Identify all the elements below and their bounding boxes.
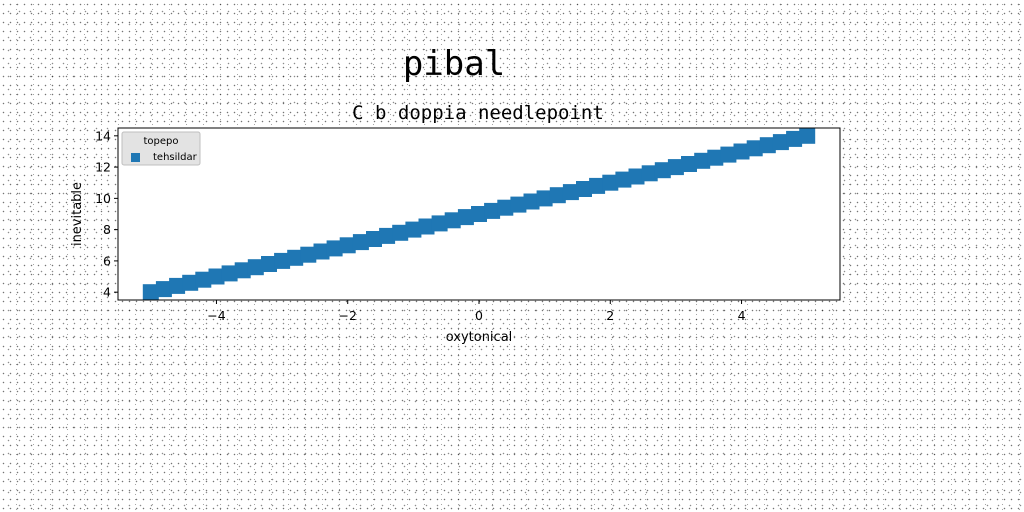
y-tick-label: 10 bbox=[95, 191, 111, 206]
chart-title: C b doppia needlepoint bbox=[352, 102, 604, 124]
x-axis-label: oxytonical bbox=[446, 330, 513, 345]
data-point bbox=[733, 143, 750, 160]
data-point bbox=[457, 209, 474, 226]
data-point bbox=[339, 237, 356, 254]
data-point bbox=[497, 199, 514, 216]
data-point bbox=[759, 137, 776, 154]
data-point bbox=[523, 193, 540, 210]
data-point bbox=[799, 127, 816, 144]
data-point bbox=[786, 130, 803, 147]
data-point bbox=[444, 212, 461, 229]
data-point bbox=[405, 221, 422, 238]
data-point bbox=[392, 224, 409, 241]
data-point bbox=[352, 234, 369, 251]
data-point bbox=[182, 274, 199, 291]
data-point bbox=[628, 168, 645, 185]
data-point bbox=[720, 146, 737, 163]
data-point bbox=[746, 140, 763, 157]
data-point bbox=[247, 259, 264, 276]
y-tick-label: 8 bbox=[103, 222, 111, 237]
data-point bbox=[366, 231, 382, 247]
data-point bbox=[287, 249, 304, 266]
data-point bbox=[536, 190, 553, 207]
data-point bbox=[510, 196, 527, 213]
data-point bbox=[772, 134, 789, 151]
x-tick-label: 4 bbox=[738, 308, 746, 323]
data-point bbox=[707, 149, 724, 166]
x-tick-label: 0 bbox=[475, 308, 483, 323]
y-tick-label: 14 bbox=[95, 128, 111, 143]
legend-label-tehsildar: tehsildar bbox=[153, 152, 198, 163]
y-axis-ticks: 4 6 8 10 12 14 bbox=[95, 128, 118, 300]
x-tick-label: 2 bbox=[606, 308, 614, 323]
data-point bbox=[300, 246, 317, 263]
data-point bbox=[221, 265, 238, 282]
data-point bbox=[576, 181, 592, 197]
data-point bbox=[234, 262, 251, 279]
data-point bbox=[589, 177, 606, 194]
data-point bbox=[155, 281, 172, 298]
y-tick-label: 4 bbox=[103, 285, 111, 300]
data-point bbox=[169, 277, 186, 294]
y-axis-label: inevitable bbox=[70, 182, 85, 246]
data-point bbox=[313, 243, 330, 260]
data-point bbox=[667, 159, 684, 176]
y-tick-label: 12 bbox=[95, 160, 111, 175]
data-point bbox=[261, 256, 277, 272]
x-axis-ticks: −4 −2 0 2 4 bbox=[207, 300, 746, 323]
x-tick-label: −4 bbox=[207, 308, 225, 323]
data-point bbox=[142, 284, 159, 301]
legend-box bbox=[121, 131, 201, 166]
data-point bbox=[654, 162, 671, 179]
data-point bbox=[274, 252, 291, 269]
data-point bbox=[615, 171, 632, 188]
data-points bbox=[142, 127, 816, 301]
data-point bbox=[431, 215, 448, 232]
data-point bbox=[694, 152, 711, 169]
data-point bbox=[379, 227, 396, 244]
data-point bbox=[471, 206, 487, 222]
data-point bbox=[602, 174, 619, 191]
legend: topepo tehsildar bbox=[121, 131, 201, 166]
data-point bbox=[418, 218, 435, 235]
legend-swatch-tehsildar bbox=[131, 153, 140, 162]
x-tick-label: −2 bbox=[339, 308, 357, 323]
chart-suptitle: pibal bbox=[403, 44, 505, 84]
y-tick-label: 6 bbox=[103, 253, 111, 268]
data-point bbox=[641, 165, 658, 182]
data-point bbox=[681, 156, 697, 172]
legend-title: topepo bbox=[143, 136, 178, 147]
data-point bbox=[484, 202, 501, 219]
data-point bbox=[562, 184, 579, 201]
data-point bbox=[195, 271, 212, 288]
data-point bbox=[208, 268, 225, 285]
data-point bbox=[549, 187, 566, 204]
data-point bbox=[326, 240, 343, 257]
